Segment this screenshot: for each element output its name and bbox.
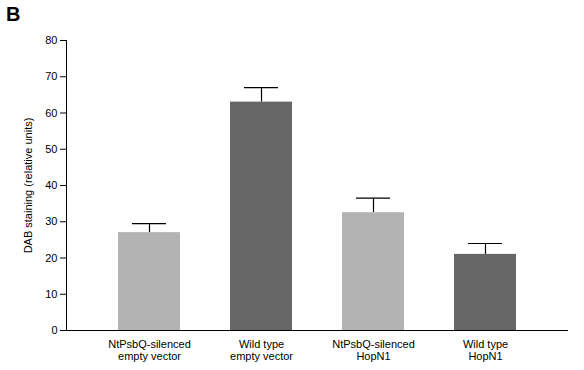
svg-text:30: 30: [45, 215, 57, 227]
svg-text:60: 60: [45, 107, 57, 119]
html-text:B: B: [6, 3, 21, 25]
svg-text:80: 80: [45, 34, 57, 46]
svg-text:50: 50: [45, 143, 57, 155]
svg-text:40: 40: [45, 179, 57, 191]
svg-text:0: 0: [51, 324, 57, 336]
svg-text:70: 70: [45, 70, 57, 82]
svg-text:NtPsbQ-silencedHopN1: NtPsbQ-silencedHopN1: [332, 338, 415, 362]
svg-text:20: 20: [45, 252, 57, 264]
svg-text:DAB staining (relative units): DAB staining (relative units): [22, 118, 34, 254]
svg-text:Wild typeempty vector: Wild typeempty vector: [230, 338, 293, 362]
svg-text:10: 10: [45, 288, 57, 300]
svg-text:NtPsbQ-silencedempty vector: NtPsbQ-silencedempty vector: [108, 338, 191, 362]
svg-text:Wild typeHopN1: Wild typeHopN1: [463, 338, 508, 362]
